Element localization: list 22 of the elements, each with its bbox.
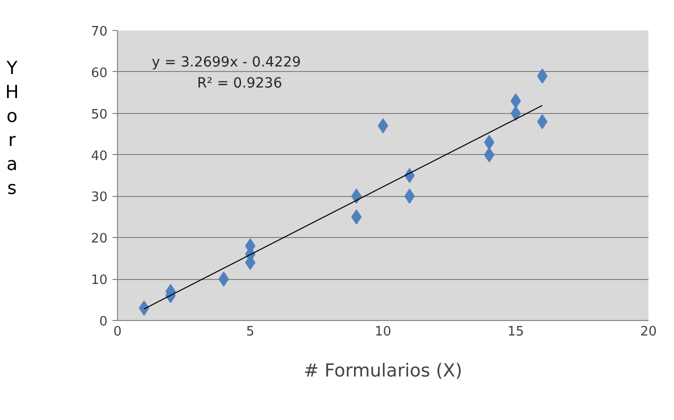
y-tick-label: 70 [90,24,108,40]
x-tick-label: 0 [113,324,122,340]
x-tick-label: 5 [246,324,254,340]
y-tick-label: 40 [90,148,108,164]
point [351,209,362,224]
x-tick-label: 20 [640,324,657,340]
point [138,300,150,316]
x-tick-label: 15 [507,324,524,340]
y-tick-label: 50 [90,107,108,122]
x-axis-title: # Formularios (X) [304,360,462,382]
y-tick-label: 60 [90,66,108,81]
annotation: y = 3.2699x - 0.4229 [152,54,301,70]
point [378,118,388,134]
y-tick-label: 10 [90,273,108,288]
y-tick-label: 20 [90,232,108,247]
point [351,188,362,204]
point [404,188,415,204]
x-tick-label: 10 [374,324,392,340]
y-tick-label: 0 [99,314,108,330]
annotation: R² = 0.9236 [197,76,282,92]
y-tick-label: 30 [90,190,108,206]
y-axis-title: Y Horas [5,57,19,201]
